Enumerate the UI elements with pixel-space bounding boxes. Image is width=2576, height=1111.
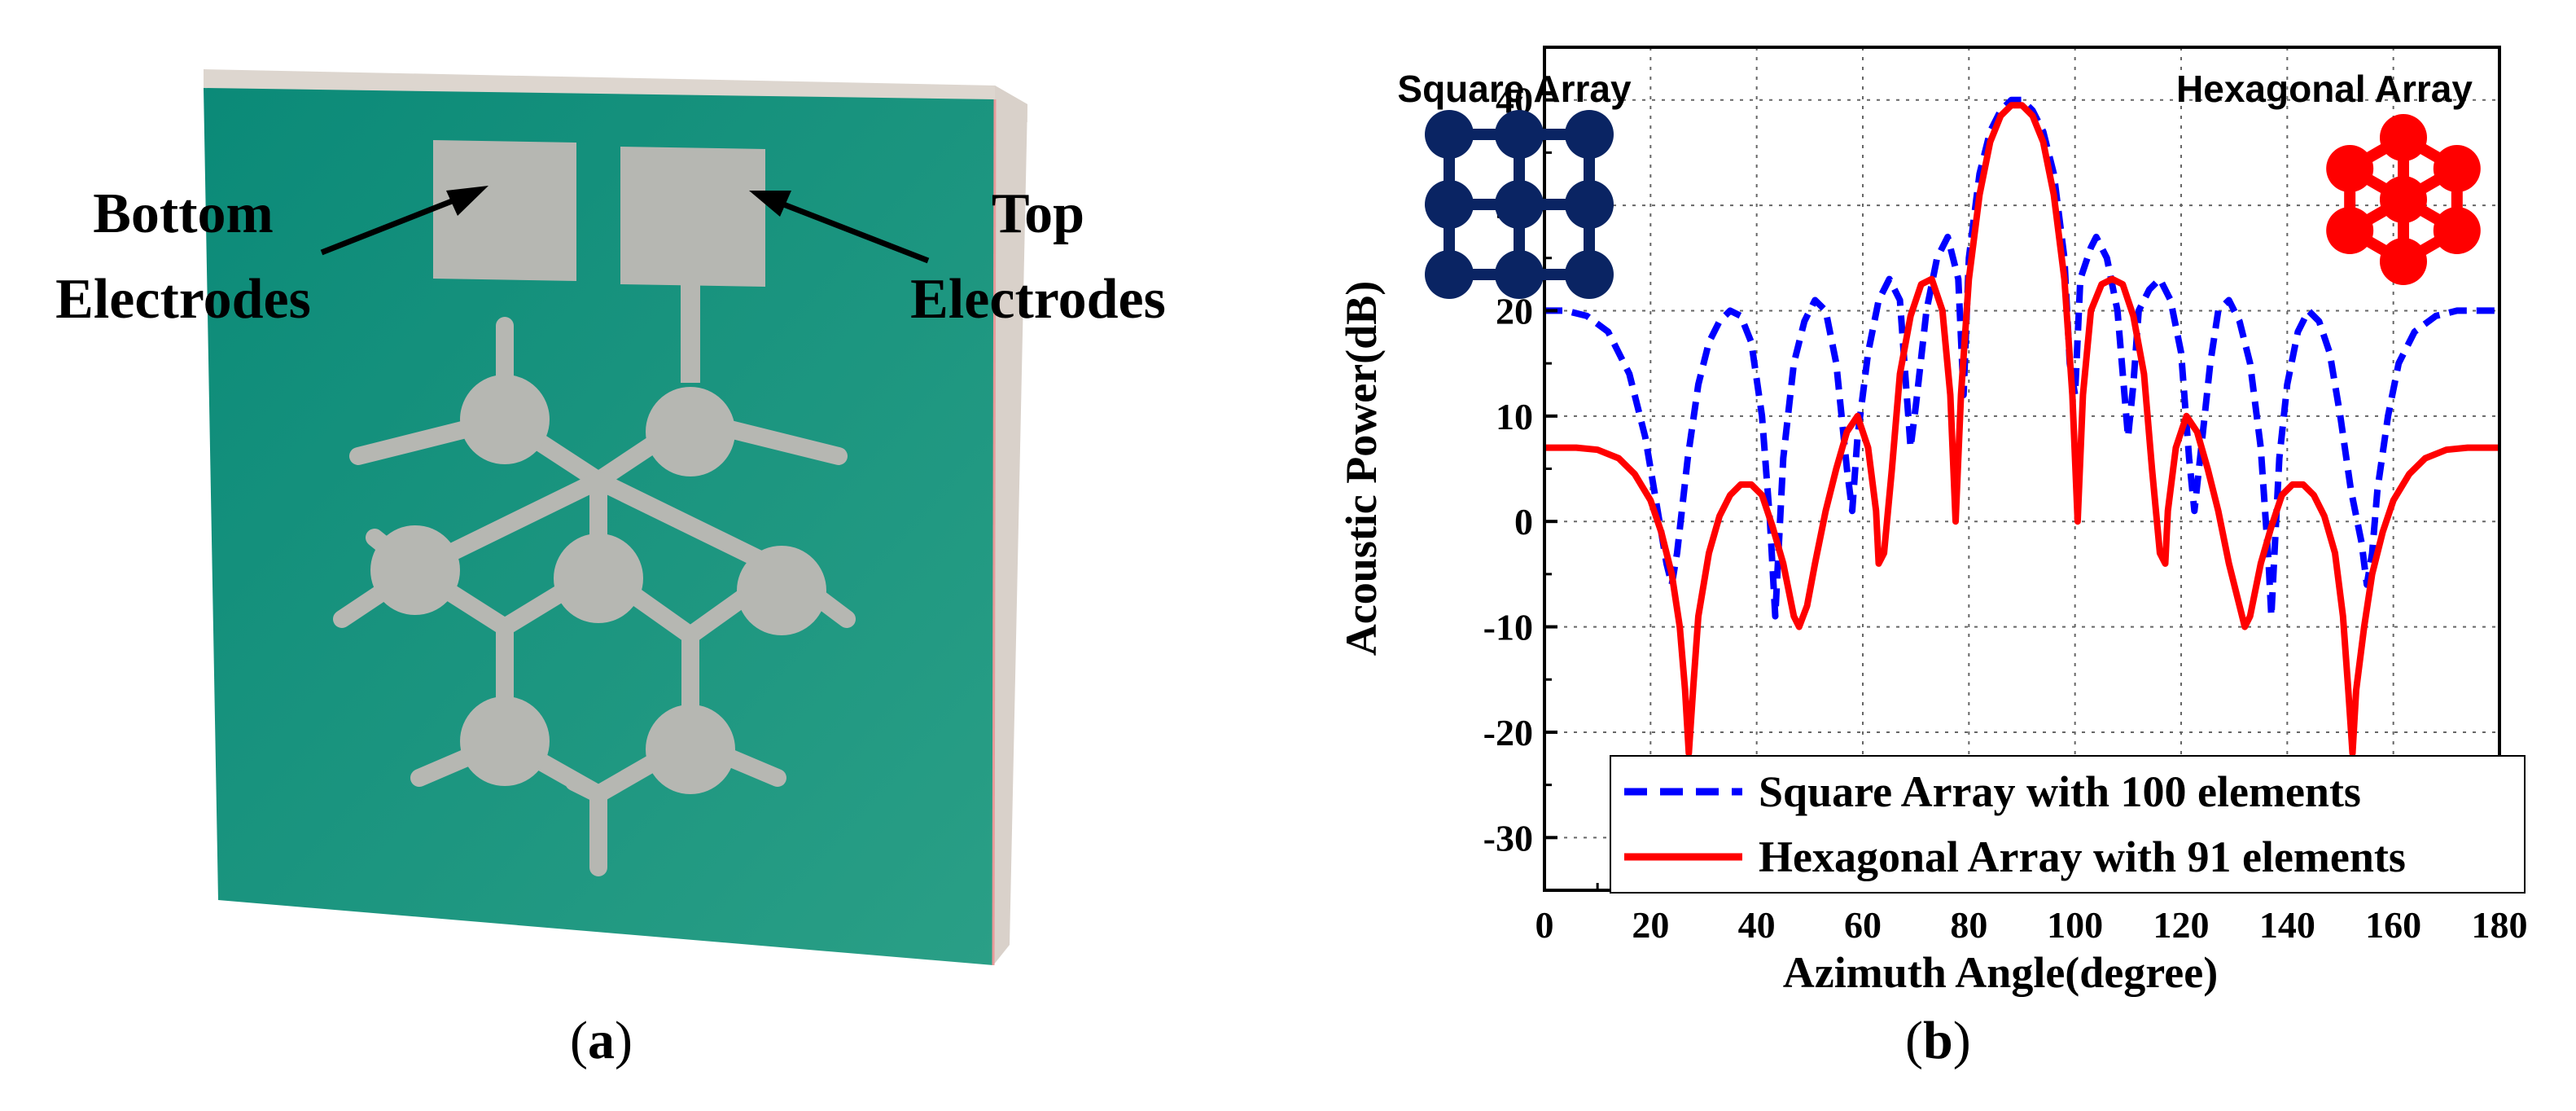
top-electrode-pad <box>620 147 765 287</box>
series-hexagonal-array-line <box>1544 102 2499 757</box>
x-tick-label: 180 <box>2472 904 2528 946</box>
substrate-top-edge <box>204 69 1027 104</box>
label-bottom-line2: Electrodes <box>55 268 311 331</box>
legend-label-hexagonal: Hexagonal Array with 91 elements <box>1759 832 2406 881</box>
x-tick-label: 160 <box>2365 904 2421 946</box>
panel-a-device-illustration: Bottom Electrodes Top Electrodes (a) <box>0 0 1270 1107</box>
legend-label-square: Square Array with 100 elements <box>1759 767 2361 816</box>
x-tick-label: 0 <box>1536 904 1554 946</box>
y-tick-label: -30 <box>1483 817 1533 858</box>
series-layer <box>1544 96 2499 757</box>
caption-a: (a) <box>570 1011 633 1070</box>
device-render: Bottom Electrodes Top Electrodes <box>55 69 1166 966</box>
square-array-icon <box>1425 110 1614 299</box>
substrate-side-face <box>993 86 1027 965</box>
label-top-line2: Electrodes <box>910 268 1166 331</box>
caption-b: (b) <box>1905 1011 1971 1070</box>
hexagonal-array-icon <box>2326 114 2481 285</box>
panel-b-chart: 020406080100120140160180-30-20-100102030… <box>1270 0 2576 1107</box>
bottom-electrode-pad <box>433 140 576 281</box>
x-tick-label: 140 <box>2259 904 2315 946</box>
inset-square-label: Square Array <box>1397 68 1632 110</box>
x-tick-label: 100 <box>2047 904 2103 946</box>
inset-hexagonal-label: Hexagonal Array <box>2176 68 2473 110</box>
top-electrode-lead <box>681 285 700 383</box>
y-tick-label: 10 <box>1496 396 1533 437</box>
y-tick-label: -20 <box>1483 712 1533 753</box>
legend: Square Array with 100 elements Hexagonal… <box>1610 755 2526 894</box>
x-tick-label: 60 <box>1844 904 1882 946</box>
annotation-arrows <box>320 186 930 264</box>
x-tick-label: 20 <box>1632 904 1669 946</box>
label-top-line1: Top <box>992 182 1084 245</box>
membrane-elements <box>370 375 826 794</box>
x-axis-label: Azimuth Angle(degree) <box>1783 948 2218 997</box>
x-tick-label: 120 <box>2153 904 2210 946</box>
x-tick-label: 80 <box>1950 904 1987 946</box>
y-tick-label: 0 <box>1514 501 1533 542</box>
x-tick-label: 40 <box>1738 904 1776 946</box>
acoustic-power-chart: 020406080100120140160180-30-20-100102030… <box>1337 46 2528 997</box>
y-tick-label: -10 <box>1483 607 1533 648</box>
label-bottom-line1: Bottom <box>93 182 274 245</box>
y-axis-label: Acoustic Power(dB) <box>1337 281 1386 656</box>
